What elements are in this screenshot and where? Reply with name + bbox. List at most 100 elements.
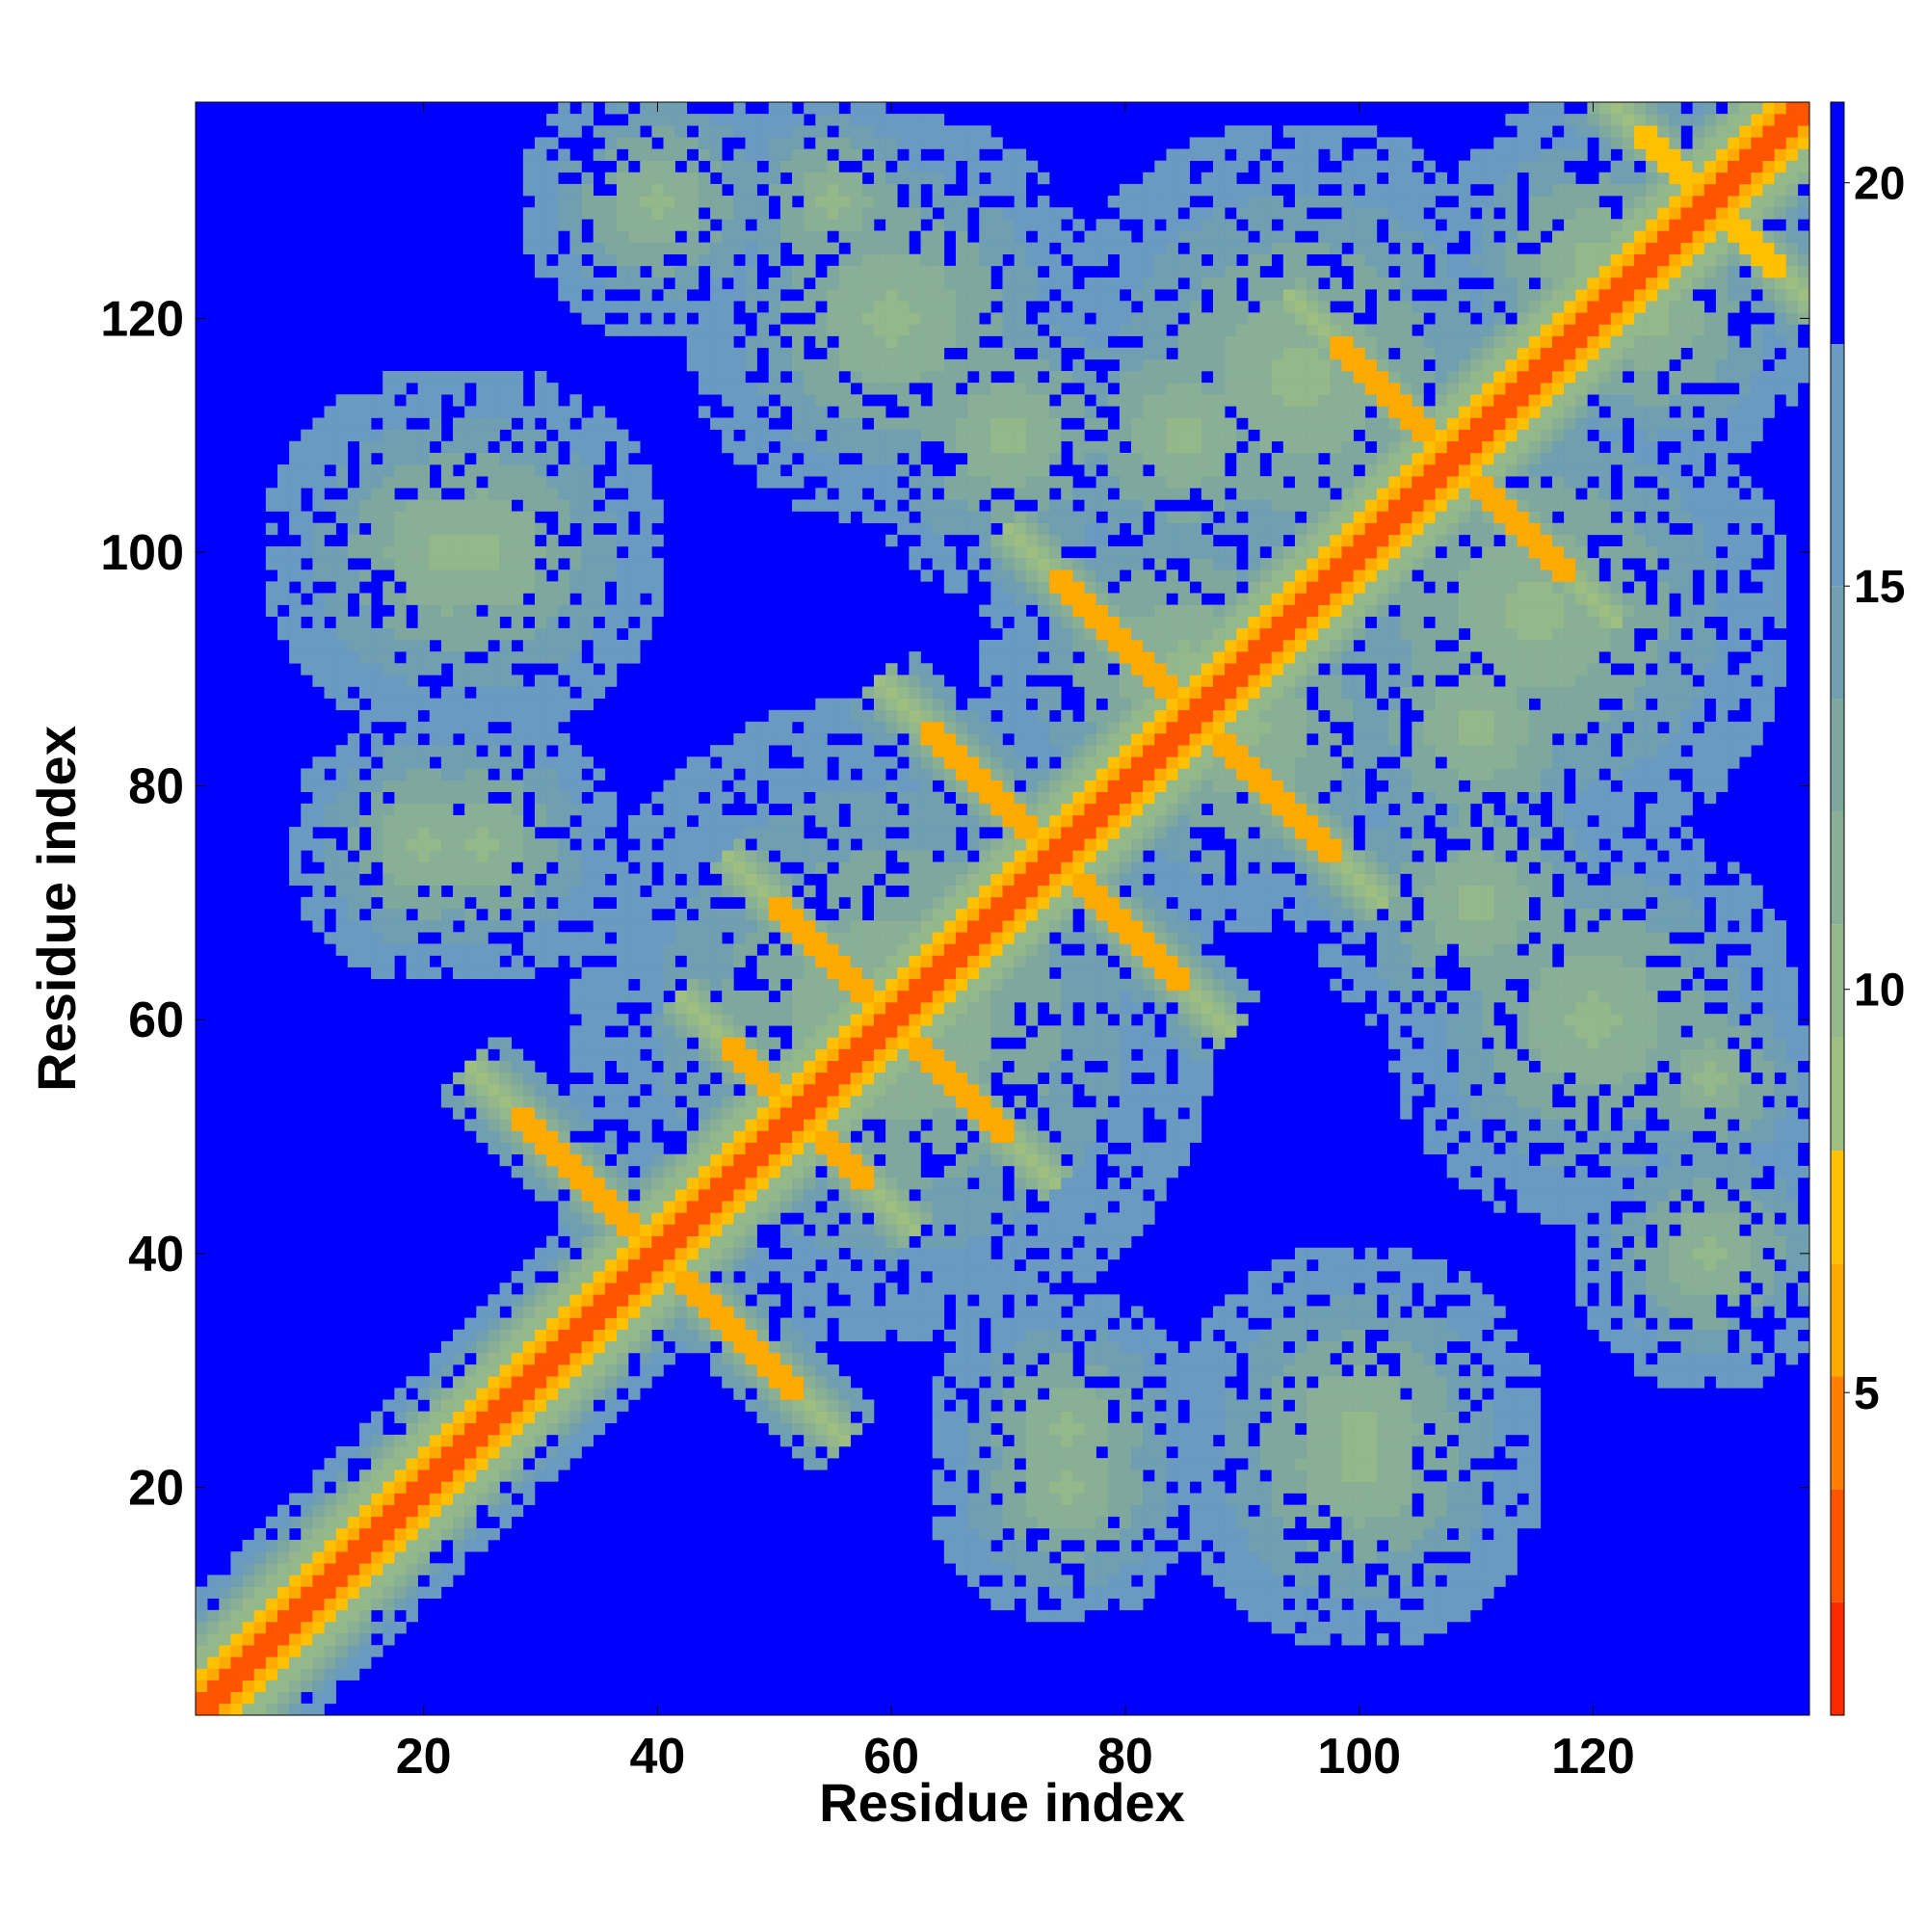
heatmap-cell <box>955 1411 968 1424</box>
heatmap-cell <box>558 768 570 781</box>
heatmap-cell <box>686 1178 700 1190</box>
heatmap-cell <box>499 593 513 605</box>
heatmap-cell <box>1037 1481 1050 1494</box>
heatmap-cell <box>792 873 805 887</box>
heatmap-cell <box>943 955 957 967</box>
heatmap-cell <box>920 114 933 126</box>
heatmap-cell <box>745 383 757 395</box>
heatmap-cell <box>440 1563 454 1575</box>
heatmap-cell <box>335 1551 349 1564</box>
heatmap-cell <box>347 873 360 887</box>
heatmap-cell <box>861 125 875 138</box>
heatmap-cell <box>464 803 477 816</box>
heatmap-cell <box>722 1083 734 1097</box>
heatmap-cell <box>979 207 991 220</box>
heatmap-cell <box>347 1633 360 1646</box>
heatmap-cell <box>347 417 360 430</box>
heatmap-cell <box>511 429 524 442</box>
heatmap-cell <box>534 1352 547 1365</box>
heatmap-cell <box>733 125 746 138</box>
heatmap-cell <box>383 593 395 605</box>
heatmap-cell <box>569 1399 582 1412</box>
heatmap-cell <box>383 1516 395 1529</box>
heatmap-cell <box>745 1340 757 1354</box>
heatmap-cell <box>488 838 500 851</box>
heatmap-cell <box>628 1048 641 1061</box>
heatmap-cell <box>943 383 957 395</box>
heatmap-cell <box>792 429 805 442</box>
heatmap-cell <box>242 1551 254 1564</box>
heatmap-cell <box>1014 1563 1027 1575</box>
heatmap-cell <box>722 417 734 430</box>
heatmap-cell <box>827 698 839 711</box>
heatmap-cell <box>1014 230 1027 243</box>
heatmap-cell <box>616 616 629 629</box>
heatmap-cell <box>943 277 957 290</box>
heatmap-cell <box>312 476 325 489</box>
heatmap-cell <box>768 920 781 933</box>
heatmap-cell <box>569 1294 582 1307</box>
heatmap-cell <box>722 1096 734 1108</box>
heatmap-cell <box>1002 990 1015 1003</box>
heatmap-cell <box>804 1153 816 1167</box>
heatmap-cell <box>522 1469 536 1482</box>
heatmap-cell <box>920 569 933 582</box>
heatmap-cell <box>558 1142 570 1155</box>
heatmap-cell <box>756 1376 770 1389</box>
heatmap-cell <box>710 207 723 220</box>
heatmap-cell <box>383 1399 395 1412</box>
heatmap-cell <box>1025 686 1039 699</box>
heatmap-cell <box>885 896 898 910</box>
heatmap-cell <box>1002 406 1015 418</box>
heatmap-cell <box>698 1201 711 1213</box>
heatmap-cell <box>920 698 933 711</box>
heatmap-cell <box>885 230 898 243</box>
heatmap-cell <box>335 1656 349 1669</box>
heatmap-cell <box>955 791 968 805</box>
heatmap-cell <box>604 476 618 489</box>
heatmap-cell <box>522 148 536 161</box>
heatmap-cell <box>464 1060 477 1073</box>
heatmap-cell <box>511 1294 524 1307</box>
heatmap-cell <box>663 1258 675 1272</box>
heatmap-cell <box>815 1212 828 1225</box>
heatmap-cell <box>499 1107 513 1120</box>
heatmap-cell <box>358 593 372 605</box>
heatmap-cell <box>464 861 477 874</box>
heatmap-cell <box>815 417 828 430</box>
heatmap-cell <box>1002 803 1015 816</box>
heatmap-cell <box>920 780 933 792</box>
heatmap-cell <box>312 429 325 442</box>
heatmap-cell <box>1014 827 1027 839</box>
heatmap-cell <box>593 253 606 267</box>
heatmap-cell <box>406 1493 418 1505</box>
heatmap-cell <box>804 721 816 734</box>
heatmap-cell <box>955 1446 968 1459</box>
heatmap-cell <box>920 955 933 967</box>
heatmap-cell <box>253 1609 267 1623</box>
heatmap-cell <box>534 464 547 477</box>
heatmap-cell <box>885 1107 898 1120</box>
heatmap-cell <box>979 289 991 302</box>
heatmap-cell <box>873 966 886 980</box>
heatmap-cell <box>827 873 839 887</box>
heatmap-cell <box>1037 1504 1050 1518</box>
heatmap-cell <box>815 277 828 290</box>
heatmap-cell <box>686 114 700 126</box>
heatmap-cell <box>955 219 968 231</box>
heatmap-cell <box>383 558 395 570</box>
heatmap-cell <box>733 1142 746 1155</box>
heatmap-cell <box>511 1434 524 1447</box>
heatmap-cell <box>710 1060 723 1073</box>
heatmap-cell <box>710 814 723 828</box>
heatmap-cell <box>909 183 921 197</box>
heatmap-cell <box>558 1340 570 1354</box>
heatmap-cell <box>511 721 524 734</box>
heatmap-cell <box>499 1083 513 1097</box>
heatmap-cell <box>628 534 641 547</box>
heatmap-cell <box>897 791 910 805</box>
heatmap-cell <box>990 312 1003 325</box>
heatmap-cell <box>815 383 828 395</box>
heatmap-cell <box>604 909 618 921</box>
heatmap-cell <box>604 1294 618 1307</box>
